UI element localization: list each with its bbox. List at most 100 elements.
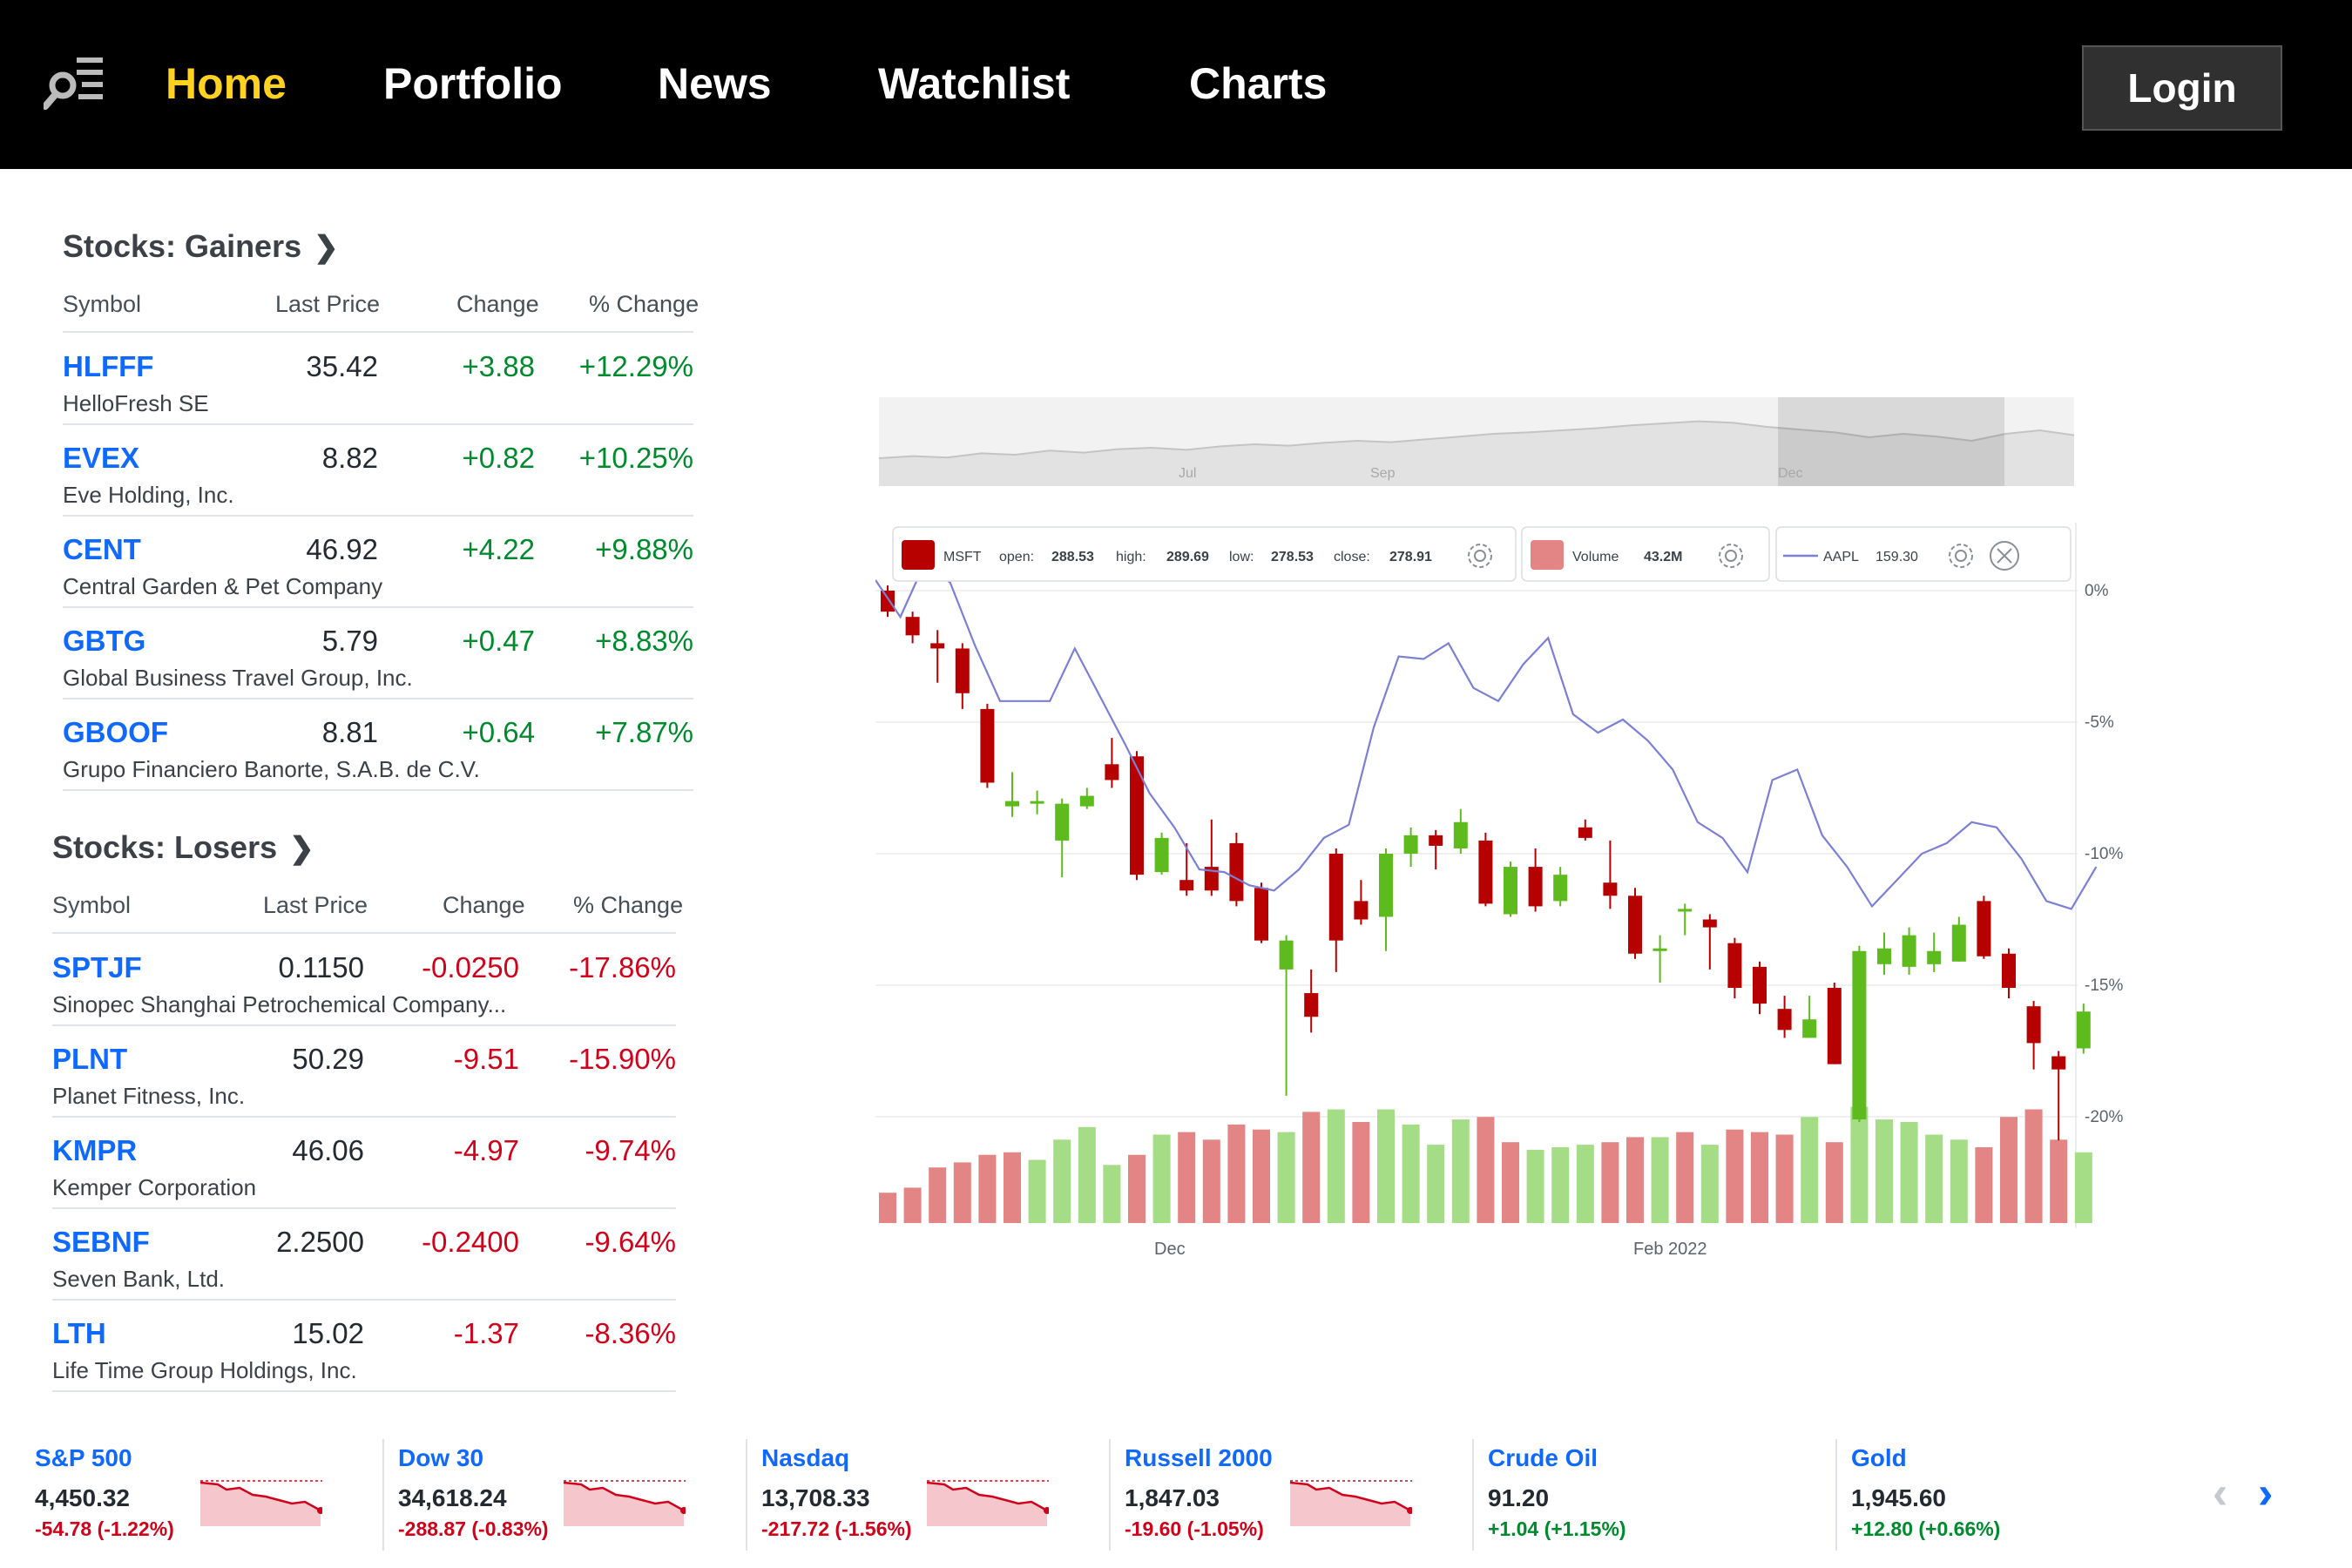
ticker-item[interactable]: Dow 30 34,618.24 -288.87 (-0.83%): [398, 1444, 747, 1558]
ticker-name[interactable]: Dow 30: [398, 1444, 484, 1471]
login-button[interactable]: Login: [2082, 45, 2282, 131]
gainers-title[interactable]: Stocks: Gainers ❯: [63, 228, 339, 265]
nav-watchlist[interactable]: Watchlist: [878, 59, 1071, 108]
candlestick[interactable]: [1354, 880, 1369, 925]
ticker-item[interactable]: Gold 1,945.60 +12.80 (+0.66%): [1851, 1444, 2200, 1558]
nav-charts[interactable]: Charts: [1189, 59, 1328, 108]
candlestick[interactable]: [1702, 914, 1717, 970]
ticker-name[interactable]: Gold: [1851, 1444, 1907, 1471]
ticker-name[interactable]: Russell 2000: [1125, 1444, 1273, 1471]
candlestick[interactable]: [1802, 996, 1817, 1038]
candlestick[interactable]: [1628, 888, 1642, 959]
candlestick[interactable]: [1229, 832, 1244, 907]
candlestick[interactable]: [905, 612, 920, 644]
ticker-item[interactable]: Russell 2000 1,847.03 -19.60 (-1.05%): [1125, 1444, 1473, 1558]
aapl-line-series[interactable]: [875, 560, 2098, 910]
gear-icon[interactable]: [1719, 544, 1743, 568]
stock-symbol[interactable]: SEBNF: [52, 1226, 150, 1258]
candlestick[interactable]: [881, 585, 895, 618]
candlestick[interactable]: [1652, 935, 1667, 983]
candlestick[interactable]: [1130, 751, 1144, 881]
candlestick[interactable]: [1504, 862, 1517, 917]
stock-symbol[interactable]: CENT: [63, 533, 141, 565]
candlestick[interactable]: [1827, 982, 1842, 1064]
candlestick[interactable]: [1079, 787, 1094, 809]
losers-title[interactable]: Stocks: Losers ❯: [52, 829, 314, 866]
candlestick[interactable]: [1777, 996, 1792, 1038]
candlestick[interactable]: [1179, 842, 1194, 896]
candlestick[interactable]: [1379, 848, 1393, 951]
candlestick[interactable]: [2051, 1051, 2066, 1141]
candlestick[interactable]: [1154, 832, 1169, 875]
candlestick[interactable]: [1005, 772, 1019, 817]
candlestick[interactable]: [1429, 829, 1443, 870]
candlestick[interactable]: [1603, 840, 1618, 909]
table-row[interactable]: KMPR Kemper Corporation 46.06 -4.97 -9.74%: [52, 1119, 676, 1209]
stock-symbol[interactable]: PLNT: [52, 1043, 128, 1075]
candlestick[interactable]: [1328, 848, 1343, 972]
candlestick[interactable]: [1977, 896, 1991, 959]
nav-portfolio[interactable]: Portfolio: [383, 59, 563, 108]
candlestick[interactable]: [1055, 798, 1070, 878]
stock-chart[interactable]: Jul Sep Dec 0% -5% -10% -15% -20% Dec Feb 2022 MSF…: [875, 392, 2130, 1263]
table-row[interactable]: SPTJF Sinopec Shanghai Petrochemical Comp…: [52, 936, 676, 1026]
candlestick[interactable]: [1105, 738, 1119, 788]
gear-icon[interactable]: [1468, 544, 1492, 568]
candlestick[interactable]: [1453, 808, 1468, 854]
chevron-left-icon[interactable]: ‹: [2213, 1468, 2228, 1518]
candlestick[interactable]: [980, 703, 995, 788]
candlestick[interactable]: [1553, 867, 1568, 907]
search-menu-icon[interactable]: [44, 51, 108, 115]
navigator-selection[interactable]: [1778, 397, 2004, 486]
candlestick[interactable]: [1727, 937, 1742, 999]
candlestick[interactable]: [1578, 819, 1592, 841]
ticker-name[interactable]: Crude Oil: [1488, 1444, 1598, 1471]
stock-symbol[interactable]: GBOOF: [63, 716, 168, 748]
legend-volume[interactable]: Volume 43.2M: [1521, 526, 1770, 582]
ticker-item[interactable]: Crude Oil 91.20 +1.04 (+1.15%): [1488, 1444, 1836, 1558]
candlestick[interactable]: [2076, 1004, 2091, 1054]
candlestick[interactable]: [1902, 927, 1916, 975]
table-row[interactable]: PLNT Planet Fitness, Inc. 50.29 -9.51 -15.90…: [52, 1027, 676, 1118]
chart-canvas[interactable]: Jul Sep Dec 0% -5% -10% -15% -20% Dec Feb 2022 MSF…: [875, 392, 2130, 1263]
candlestick[interactable]: [1478, 832, 1493, 907]
legend-aapl[interactable]: AAPL 159.30: [1775, 526, 2072, 582]
gear-icon[interactable]: [1949, 544, 1973, 568]
table-row[interactable]: CENT Central Garden & Pet Company 46.92 +4.…: [63, 517, 693, 608]
table-row[interactable]: HLFFF HelloFresh SE 35.42 +3.88 +12.29%: [63, 335, 693, 425]
ticker-item[interactable]: S&P 500 4,450.32 -54.78 (-1.22%): [35, 1444, 383, 1558]
candlestick[interactable]: [1877, 932, 1891, 975]
candlestick[interactable]: [1403, 827, 1418, 868]
ticker-item[interactable]: Nasdaq 13,708.33 -217.72 (-1.56%): [761, 1444, 1110, 1558]
candlestick[interactable]: [2002, 948, 2016, 999]
legend-msft[interactable]: MSFT open: 288.53 high: 289.69 low: 278.53 clos…: [892, 526, 1517, 582]
stock-symbol[interactable]: LTH: [52, 1317, 106, 1349]
table-row[interactable]: SEBNF Seven Bank, Ltd. 2.2500 -0.2400 -9.64%: [52, 1210, 676, 1301]
table-row[interactable]: LTH Life Time Group Holdings, Inc. 15.02 -1…: [52, 1301, 676, 1392]
table-row[interactable]: GBTG Global Business Travel Group, Inc. 5.…: [63, 609, 693, 700]
stock-symbol[interactable]: GBTG: [63, 625, 146, 657]
candlestick[interactable]: [1927, 932, 1942, 972]
chart-navigator[interactable]: Jul Sep Dec: [878, 397, 2075, 486]
table-row[interactable]: EVEX Eve Holding, Inc. 8.82 +0.82 +10.25%: [63, 426, 693, 517]
chevron-right-icon[interactable]: ›: [2258, 1468, 2274, 1518]
stock-symbol[interactable]: KMPR: [52, 1134, 138, 1166]
candlestick[interactable]: [955, 643, 970, 709]
candlestick[interactable]: [1279, 935, 1294, 1096]
candlestick[interactable]: [1852, 945, 1867, 1123]
close-icon[interactable]: [1990, 541, 2019, 571]
stock-symbol[interactable]: EVEX: [63, 442, 140, 474]
nav-home[interactable]: Home: [166, 59, 287, 108]
stock-symbol[interactable]: SPTJF: [52, 951, 142, 983]
candlestick[interactable]: [1753, 961, 1767, 1015]
candlestick[interactable]: [1678, 903, 1693, 936]
candlestick[interactable]: [930, 630, 945, 683]
ticker-name[interactable]: S&P 500: [35, 1444, 132, 1471]
candlestick[interactable]: [1951, 916, 1966, 962]
candlestick[interactable]: [1254, 882, 1268, 943]
table-row[interactable]: GBOOF Grupo Financiero Banorte, S.A.B. de…: [63, 700, 693, 791]
candlestick[interactable]: [1528, 848, 1543, 912]
candlestick[interactable]: [1204, 819, 1219, 896]
candlestick[interactable]: [2026, 1001, 2041, 1070]
nav-news[interactable]: News: [658, 59, 772, 108]
